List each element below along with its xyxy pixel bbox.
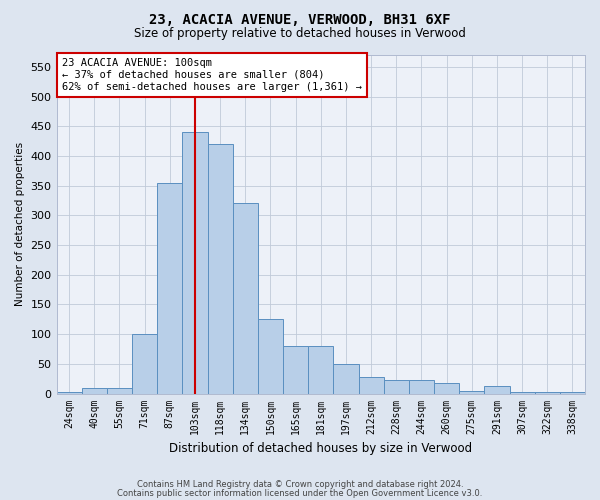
Bar — [132, 334, 157, 394]
Bar — [182, 132, 208, 394]
X-axis label: Distribution of detached houses by size in Verwood: Distribution of detached houses by size … — [169, 442, 472, 455]
Bar — [233, 204, 258, 394]
Text: Contains HM Land Registry data © Crown copyright and database right 2024.: Contains HM Land Registry data © Crown c… — [137, 480, 463, 489]
Y-axis label: Number of detached properties: Number of detached properties — [15, 142, 25, 306]
Bar — [208, 144, 233, 394]
Bar — [334, 364, 359, 394]
Bar — [409, 380, 434, 394]
Bar — [283, 346, 308, 394]
Bar — [484, 386, 509, 394]
Bar — [535, 392, 560, 394]
Bar — [157, 182, 182, 394]
Bar — [434, 383, 459, 394]
Bar — [560, 392, 585, 394]
Text: 23, ACACIA AVENUE, VERWOOD, BH31 6XF: 23, ACACIA AVENUE, VERWOOD, BH31 6XF — [149, 12, 451, 26]
Bar — [258, 320, 283, 394]
Bar — [82, 388, 107, 394]
Bar — [56, 392, 82, 394]
Text: Size of property relative to detached houses in Verwood: Size of property relative to detached ho… — [134, 28, 466, 40]
Text: 23 ACACIA AVENUE: 100sqm
← 37% of detached houses are smaller (804)
62% of semi-: 23 ACACIA AVENUE: 100sqm ← 37% of detach… — [62, 58, 362, 92]
Bar — [509, 392, 535, 394]
Bar — [359, 377, 383, 394]
Bar — [308, 346, 334, 394]
Bar — [459, 390, 484, 394]
Text: Contains public sector information licensed under the Open Government Licence v3: Contains public sector information licen… — [118, 489, 482, 498]
Bar — [383, 380, 409, 394]
Bar — [107, 388, 132, 394]
